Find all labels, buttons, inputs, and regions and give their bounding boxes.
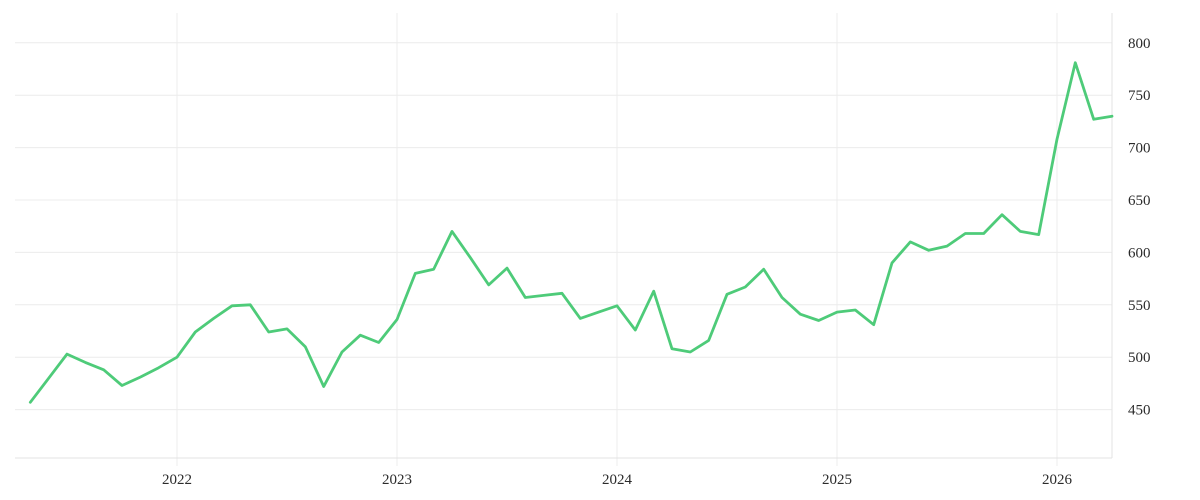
x-axis-label: 2026	[1042, 472, 1073, 488]
y-axis-label: 650	[1128, 193, 1151, 209]
y-axis-label: 800	[1128, 36, 1151, 52]
y-axis-label: 750	[1128, 88, 1151, 104]
y-axis-label: 550	[1128, 298, 1151, 314]
y-axis-label: 450	[1128, 403, 1151, 419]
x-axis-label: 2024	[602, 472, 633, 488]
x-axis-label: 2025	[822, 472, 852, 488]
x-axis-label: 2023	[382, 472, 412, 488]
y-axis-label: 700	[1128, 141, 1151, 157]
y-axis-label: 600	[1128, 245, 1151, 261]
y-axis-label: 500	[1128, 350, 1151, 366]
x-axis-label: 2022	[162, 472, 192, 488]
series-line	[28, 61, 1114, 404]
